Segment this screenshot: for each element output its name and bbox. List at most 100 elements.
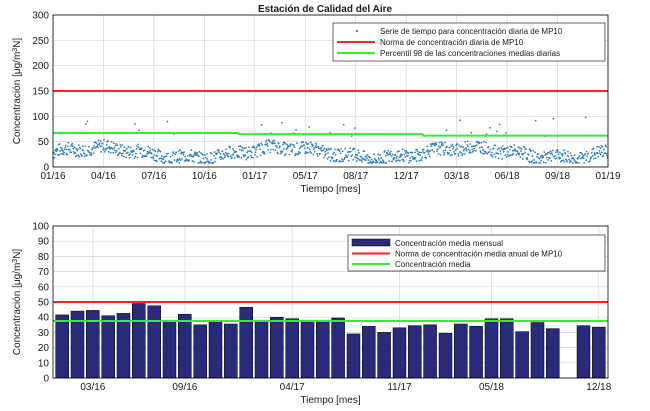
daily-point <box>241 147 244 149</box>
daily-point <box>322 144 324 147</box>
daily-point <box>115 149 118 152</box>
daily-point <box>123 155 125 158</box>
daily-point <box>245 158 248 161</box>
daily-point <box>303 144 306 147</box>
y-tick-label: 10 <box>38 358 50 369</box>
daily-point <box>131 154 134 156</box>
daily-point <box>60 149 63 152</box>
daily-point <box>572 157 575 160</box>
daily-point <box>321 150 323 152</box>
daily-point <box>307 142 310 145</box>
monthly-bar <box>546 328 560 379</box>
monthly-bar <box>331 317 345 379</box>
daily-point <box>599 152 601 155</box>
daily-point <box>58 143 61 145</box>
daily-point <box>285 153 287 155</box>
daily-point <box>534 151 536 154</box>
daily-point <box>496 130 498 133</box>
daily-point <box>201 162 203 164</box>
daily-point <box>357 149 360 152</box>
daily-point <box>347 154 350 157</box>
daily-point <box>503 148 506 151</box>
daily-point <box>349 147 352 150</box>
daily-point <box>151 148 154 151</box>
daily-point <box>305 141 308 144</box>
daily-point <box>148 147 151 150</box>
daily-point <box>92 152 95 155</box>
daily-point <box>134 155 137 158</box>
daily-point <box>293 146 296 149</box>
daily-point <box>191 160 194 162</box>
daily-point <box>117 147 120 150</box>
daily-point <box>232 153 235 156</box>
daily-point <box>310 152 313 154</box>
daily-point <box>177 150 180 153</box>
daily-point <box>229 155 232 158</box>
daily-point <box>465 148 468 150</box>
daily-point <box>198 150 201 153</box>
daily-point <box>349 150 352 153</box>
daily-point <box>206 158 209 160</box>
daily-point <box>588 160 591 163</box>
daily-point <box>363 150 366 153</box>
daily-point <box>312 148 315 151</box>
daily-point <box>562 159 565 162</box>
daily-point <box>426 149 429 152</box>
daily-point <box>263 152 266 155</box>
daily-point <box>193 153 196 156</box>
daily-point <box>448 146 451 149</box>
daily-point <box>202 157 205 160</box>
daily-point <box>522 152 525 155</box>
daily-point <box>324 154 326 157</box>
daily-point <box>564 152 567 155</box>
x-tick-label: 07/16 <box>141 171 166 182</box>
daily-point <box>425 157 428 159</box>
monthly-bar <box>132 303 146 379</box>
daily-point <box>136 145 139 148</box>
daily-point <box>580 151 583 154</box>
daily-point <box>592 157 595 160</box>
y-tick-label: 0 <box>43 163 49 174</box>
daily-point <box>121 154 123 157</box>
daily-point <box>224 155 227 157</box>
daily-point <box>470 145 473 148</box>
daily-point <box>467 148 470 151</box>
daily-point <box>334 148 336 151</box>
daily-point <box>309 150 312 153</box>
daily-point <box>420 159 423 162</box>
daily-point <box>327 152 329 155</box>
daily-point <box>311 144 314 147</box>
daily-point <box>102 147 105 150</box>
daily-point <box>188 159 191 162</box>
daily-point <box>414 151 416 154</box>
daily-point <box>258 143 260 146</box>
daily-point <box>72 147 75 150</box>
daily-point <box>162 161 164 164</box>
daily-point <box>328 148 331 151</box>
daily-point <box>380 157 382 160</box>
daily-point <box>54 153 57 156</box>
daily-point <box>430 145 433 148</box>
daily-point <box>598 145 600 148</box>
daily-point <box>352 158 355 161</box>
daily-point <box>435 150 438 153</box>
daily-point <box>372 161 375 164</box>
x-tick-label: 09/18 <box>545 171 570 182</box>
monthly-bar <box>270 316 284 379</box>
daily-point <box>581 153 584 155</box>
daily-point <box>328 156 330 159</box>
daily-point <box>523 146 526 149</box>
daily-point <box>115 143 118 145</box>
daily-point <box>288 153 291 156</box>
daily-point <box>494 155 497 158</box>
daily-point <box>205 156 207 159</box>
daily-point <box>347 159 350 162</box>
monthly-bar <box>300 319 315 379</box>
daily-point <box>100 151 102 153</box>
daily-point <box>549 152 552 155</box>
daily-point <box>55 150 58 153</box>
daily-point <box>109 151 112 154</box>
daily-point <box>143 149 146 152</box>
daily-point <box>520 150 522 152</box>
daily-point <box>309 141 312 144</box>
